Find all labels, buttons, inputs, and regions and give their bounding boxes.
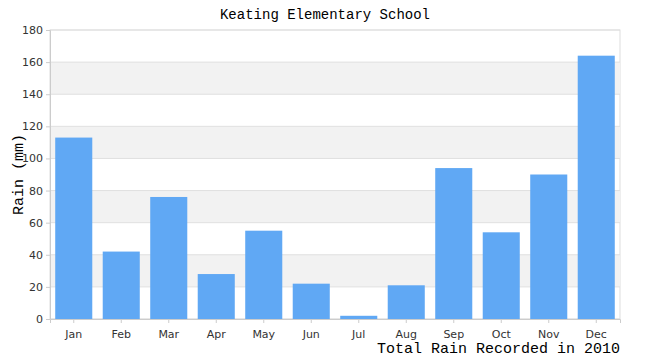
x-tick: May	[252, 319, 275, 341]
x-tick-label: Sep	[443, 328, 464, 341]
y-axis-line	[46, 31, 51, 320]
y-tick: 60	[29, 217, 50, 230]
title: Keating Elementary School	[220, 7, 430, 23]
y-tick-label: 0	[36, 313, 43, 326]
x-tick-label: Oct	[492, 328, 512, 341]
chart: 020406080100120140160180JanFebMarAprMayJ…	[0, 0, 650, 360]
x-tick-mark	[548, 319, 549, 323]
y-tick: 120	[22, 120, 50, 133]
y-tick-mark	[46, 62, 50, 63]
x-axis: Jan Feb Mar Apr May Jun Jul Aug Sep Oct Nov Dec	[51, 319, 621, 341]
y-tick-mark	[46, 191, 50, 192]
x-tick: Jun	[302, 319, 320, 341]
y-tick-label: 80	[29, 185, 43, 198]
y-tick: 160	[22, 56, 50, 69]
y-tick: 140	[22, 88, 50, 101]
x-tick: Aug	[396, 319, 417, 341]
x-tick-mark	[121, 319, 122, 323]
x-tick-label: Jul	[351, 328, 365, 341]
x-tick-label: Apr	[207, 328, 227, 341]
y-tick-label: 180	[22, 24, 43, 37]
bar	[103, 252, 140, 319]
x-tick: Oct	[492, 319, 512, 341]
x-tick-mark	[168, 319, 169, 323]
y-tick-mark	[46, 30, 50, 31]
bar	[388, 285, 425, 319]
x-tick-label: Jan	[64, 328, 82, 341]
x-tick-mark	[263, 319, 264, 323]
y-tick-label: 120	[22, 120, 43, 133]
y-tick-mark	[46, 287, 50, 288]
x-axis-line	[51, 320, 621, 324]
x-tick-label: Aug	[396, 328, 417, 341]
x-tick-label: Nov	[538, 328, 560, 341]
grid-band	[50, 126, 620, 158]
grid-band	[50, 62, 620, 94]
bar	[483, 232, 520, 319]
grid	[50, 30, 620, 319]
y-tick: 80	[29, 185, 50, 198]
x-tick: Sep	[443, 319, 464, 341]
y-tick-label: 40	[29, 249, 43, 262]
x-tick-mark	[406, 319, 407, 323]
bar	[340, 316, 377, 319]
y-tick-mark	[46, 223, 50, 224]
y-tick: 20	[29, 281, 50, 294]
y-tick-mark	[46, 158, 50, 159]
x-tick-mark	[311, 319, 312, 323]
x-tick: Mar	[158, 319, 179, 341]
x-tick-mark	[358, 319, 359, 323]
y-tick: 0	[36, 313, 50, 326]
x-tick: Nov	[538, 319, 560, 341]
y-tick-mark	[46, 319, 50, 320]
bars	[55, 56, 615, 319]
grid-line	[50, 30, 620, 31]
plot-background	[50, 30, 620, 319]
x-tick-label: Dec	[586, 328, 607, 341]
y-tick-mark	[46, 94, 50, 95]
y-tick-label: 160	[22, 56, 43, 69]
x-tick-mark	[216, 319, 217, 323]
x-tick: Jan	[64, 319, 82, 341]
y-axis-title: Rain (mm)	[11, 134, 28, 215]
x-tick-label: Mar	[158, 328, 179, 341]
plot: 020406080100120140160180JanFebMarAprMayJ…	[22, 24, 621, 341]
y-tick: 180	[22, 24, 50, 37]
bar	[435, 168, 472, 319]
x-tick-mark	[453, 319, 454, 323]
x-tick-label: Jun	[302, 328, 320, 341]
y-tick-mark	[46, 126, 50, 127]
bar	[198, 274, 235, 319]
bar	[530, 175, 567, 320]
grid-line	[50, 94, 620, 95]
bar	[245, 231, 282, 319]
x-tick-mark	[501, 319, 502, 323]
x-tick-label: May	[252, 328, 275, 341]
x-tick-mark	[73, 319, 74, 323]
bar	[150, 197, 187, 319]
y-tick-label: 20	[29, 281, 43, 294]
y-tick-label: 60	[29, 217, 43, 230]
grid-line	[50, 158, 620, 159]
bar	[293, 284, 330, 319]
x-axis-title: Total Rain Recorded in 2010	[377, 341, 620, 358]
y-tick-mark	[46, 255, 50, 256]
x-tick-label: Feb	[112, 328, 131, 341]
grid-line	[50, 126, 620, 127]
y-tick-label: 140	[22, 88, 43, 101]
x-tick: Dec	[586, 319, 607, 341]
bar	[55, 138, 92, 319]
grid-line	[50, 62, 620, 63]
x-tick-mark	[596, 319, 597, 323]
bar	[578, 56, 615, 319]
x-tick: Feb	[112, 319, 131, 341]
y-tick: 40	[29, 249, 50, 262]
x-tick: Apr	[207, 319, 227, 341]
x-tick: Jul	[351, 319, 365, 341]
